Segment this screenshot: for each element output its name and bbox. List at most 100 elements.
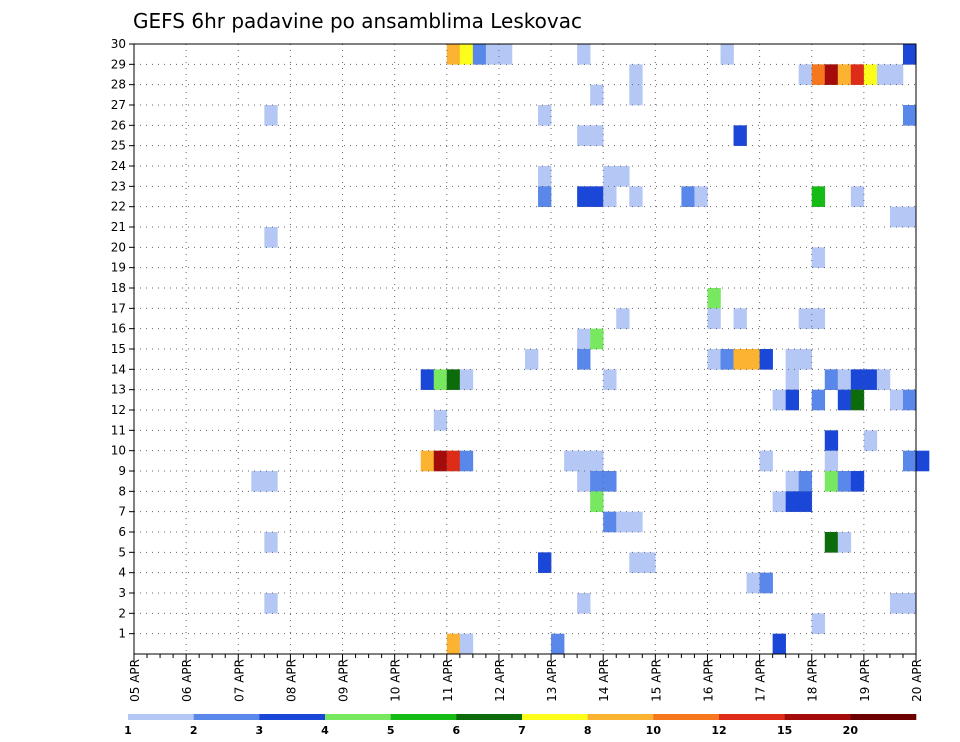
y-tick-label: 3 — [118, 586, 126, 600]
colorbar-segment — [193, 714, 260, 720]
y-tick-label: 1 — [118, 627, 126, 641]
heatmap-cell — [446, 44, 461, 65]
y-tick-label: 23 — [111, 179, 126, 193]
heatmap-cell — [785, 349, 799, 370]
heatmap-cell — [590, 491, 604, 512]
colorbar-segment — [259, 714, 326, 720]
heatmap-cell — [837, 369, 852, 390]
heatmap-cell — [785, 471, 799, 492]
heatmap-cell — [876, 64, 891, 85]
y-tick-label: 7 — [118, 505, 126, 519]
heatmap-cell — [837, 532, 852, 553]
colorbar-segment — [587, 714, 654, 720]
heatmap-cell — [916, 450, 930, 472]
heatmap-cell — [720, 349, 734, 370]
heatmap-cell — [459, 633, 474, 655]
y-tick-label: 5 — [118, 545, 126, 559]
heatmap-cell — [824, 369, 839, 390]
heatmap-cells — [251, 44, 930, 655]
y-tick-label: 18 — [111, 281, 126, 295]
y-tick-label: 4 — [118, 566, 126, 580]
colorbar-label: 2 — [190, 724, 198, 737]
colorbar-segment — [128, 714, 194, 720]
heatmap-cell — [498, 44, 513, 65]
y-tick-label: 16 — [111, 322, 126, 336]
colorbar-segment — [850, 714, 917, 720]
heatmap-cell — [264, 593, 278, 614]
heatmap-cell — [811, 64, 826, 85]
heatmap-cell — [629, 64, 643, 85]
heatmap-cell — [577, 44, 591, 65]
y-tick-label: 10 — [111, 444, 126, 458]
heatmap-cell — [590, 186, 604, 207]
heatmap-cell — [889, 64, 904, 85]
heatmap-cell — [590, 125, 604, 146]
heatmap-cell — [824, 450, 839, 472]
y-tick-label: 13 — [111, 383, 126, 397]
heatmap-cell — [798, 64, 813, 85]
y-tick-label: 11 — [111, 423, 126, 437]
heatmap-cell — [850, 369, 865, 390]
heatmap-cell — [590, 84, 604, 106]
y-tick-label: 22 — [111, 200, 126, 214]
y-tick-label: 9 — [118, 464, 126, 478]
x-tick-label: 16 APR — [702, 659, 716, 702]
y-tick-label: 17 — [111, 301, 126, 315]
heatmap-cell — [590, 328, 604, 350]
heatmap-cell — [759, 572, 773, 594]
heatmap-cell — [850, 389, 865, 411]
colorbar-label: 3 — [256, 724, 264, 737]
heatmap-cell — [681, 186, 695, 207]
colorbar-label: 10 — [646, 724, 662, 737]
x-tick-label: 12 APR — [493, 659, 507, 702]
heatmap-cell — [251, 471, 265, 492]
heatmap-cell — [811, 186, 826, 207]
heatmap-cell — [459, 369, 474, 390]
heatmap-cell — [603, 471, 617, 492]
heatmap-cell — [889, 206, 904, 228]
x-tick-label: 09 APR — [337, 659, 351, 702]
heatmap-cell — [785, 389, 799, 411]
heatmap-cell — [446, 369, 461, 390]
heatmap-cell — [485, 44, 500, 65]
y-tick-label: 12 — [111, 403, 126, 417]
y-tick-label: 21 — [111, 220, 126, 234]
y-tick-label: 20 — [111, 240, 126, 254]
colorbar-label: 4 — [321, 724, 329, 737]
heatmap-cell — [798, 471, 813, 492]
heatmap-cell — [720, 44, 734, 65]
heatmap-cell — [798, 349, 813, 370]
x-tick-label: 08 APR — [284, 659, 298, 702]
heatmap-cell — [538, 105, 552, 126]
y-tick-label: 19 — [111, 261, 126, 275]
heatmap-cell — [785, 369, 799, 390]
heatmap-cell — [446, 633, 461, 655]
y-tick-label: 25 — [111, 139, 126, 153]
heatmap-cell — [902, 105, 917, 126]
x-tick-label: 06 APR — [180, 659, 194, 702]
heatmap-cell — [863, 64, 878, 85]
heatmap-cell — [772, 633, 786, 655]
heatmap-cell — [902, 44, 917, 65]
heatmap-cell — [446, 450, 461, 472]
x-tick-label: 19 APR — [858, 659, 872, 702]
y-tick-label: 30 — [111, 37, 126, 51]
heatmap-cell — [824, 430, 839, 451]
heatmap-cell — [863, 369, 878, 390]
colorbar-label: 15 — [777, 724, 792, 737]
heatmap-cell — [850, 471, 865, 492]
grid-lines — [134, 43, 916, 654]
y-tick-label: 24 — [111, 159, 126, 173]
heatmap-cell — [420, 450, 435, 472]
y-tick-label: 2 — [118, 606, 126, 620]
x-tick-label: 14 APR — [597, 659, 611, 702]
heatmap-cell — [433, 410, 448, 431]
heatmap-cell — [577, 328, 591, 350]
heatmap-cell — [616, 166, 630, 187]
heatmap-cell — [772, 389, 786, 411]
heatmap-cell — [616, 511, 630, 533]
heatmap-cell — [603, 186, 617, 207]
heatmap-cell — [811, 308, 826, 329]
colorbar-segment — [325, 714, 391, 720]
heatmap-cell — [577, 349, 591, 370]
